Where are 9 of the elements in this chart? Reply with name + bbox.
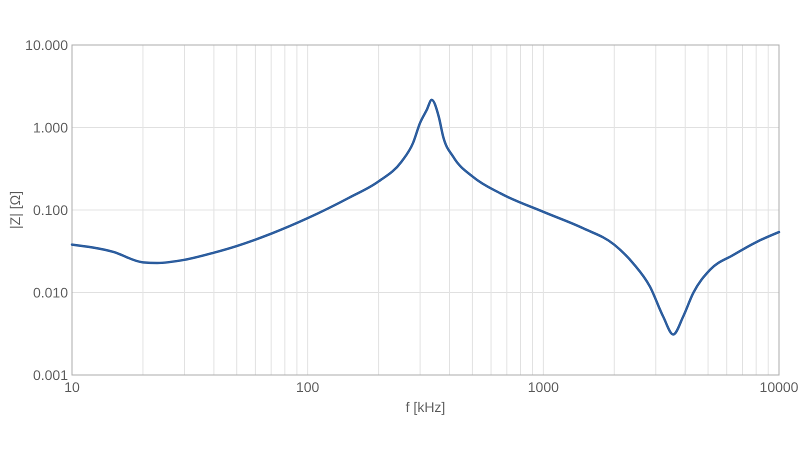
y-tick-label: 1.000 [32,119,68,136]
y-tick-label: 10.000 [25,36,68,53]
y-axis-title: |Z| [Ω] [7,191,23,229]
x-axis-title: f [kHz] [406,399,446,415]
y-tick-label: 0.010 [32,284,68,300]
x-tick-label: 1000 [528,379,560,395]
y-tick-label: 0.100 [32,202,68,218]
x-tick-label: 10000 [760,379,799,395]
x-tick-label: 100 [296,379,320,395]
